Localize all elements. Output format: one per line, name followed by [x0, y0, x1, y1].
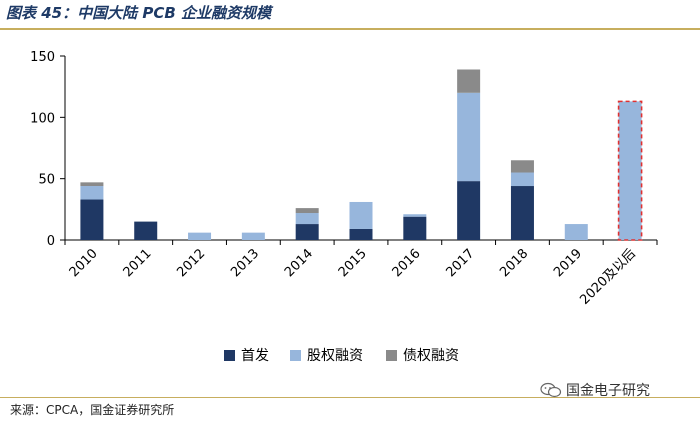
y-tick-label: 100 — [30, 111, 55, 126]
x-tick-label: 2015 — [336, 246, 370, 280]
bar-segment — [80, 182, 104, 187]
bar-segment — [564, 224, 588, 240]
x-tick-label: 2013 — [228, 246, 262, 280]
bar-segment — [457, 92, 481, 182]
bar-segment — [457, 181, 481, 240]
bar-segment — [80, 199, 104, 240]
legend-swatch — [290, 350, 301, 361]
chart-title: 图表 45：中国大陆 PCB 企业融资规模 — [6, 4, 271, 22]
bar-segment — [510, 172, 534, 187]
title-divider — [0, 28, 700, 30]
x-tick-label: 2014 — [282, 246, 316, 280]
legend-swatch — [386, 350, 397, 361]
legend-swatch — [224, 350, 235, 361]
wechat-icon — [540, 382, 562, 398]
x-tick-label: 2012 — [174, 246, 208, 280]
source-note: 来源：CPCA，国金证券研究所 — [10, 403, 175, 417]
bar-segment — [241, 232, 265, 240]
y-tick-label: 0 — [47, 234, 55, 249]
bar-segment — [134, 221, 158, 240]
bar-segment — [349, 201, 373, 229]
watermark: 国金电子研究 — [540, 380, 650, 400]
bar-segment — [188, 232, 212, 240]
bar-segment — [295, 213, 319, 225]
bar-segment — [80, 186, 104, 200]
bar-segment — [510, 160, 534, 173]
watermark-text: 国金电子研究 — [566, 383, 650, 399]
x-tick-label: 2010 — [67, 246, 101, 280]
y-tick-label: 50 — [38, 173, 55, 188]
financing-bar-chart: 0 50 100 150 2010 2011 2012 2013 2014 2015 2016 201… — [30, 50, 658, 364]
x-tick-label: 2016 — [390, 246, 424, 280]
bar-segment — [295, 208, 319, 214]
bar-segment — [618, 101, 642, 241]
x-tick-label: 2020及以后 — [577, 246, 639, 308]
x-tick-label: 2017 — [443, 246, 477, 280]
bar-segment — [403, 214, 427, 217]
projected-bar-outline — [617, 100, 643, 241]
legend-label: 首发 — [241, 348, 269, 364]
bar-segment — [510, 186, 534, 240]
x-tick-label: 2018 — [497, 246, 531, 280]
legend-label: 债权融资 — [403, 348, 459, 364]
x-tick-label: 2011 — [121, 246, 155, 280]
legend-label: 股权融资 — [307, 348, 363, 364]
bar-segment — [457, 69, 481, 93]
y-tick-label: 150 — [30, 50, 55, 65]
bar-segment — [349, 228, 373, 240]
bar-segment — [295, 224, 319, 240]
x-tick-label: 2019 — [551, 246, 585, 280]
footer-divider — [0, 397, 700, 398]
bar-segment — [403, 216, 427, 240]
